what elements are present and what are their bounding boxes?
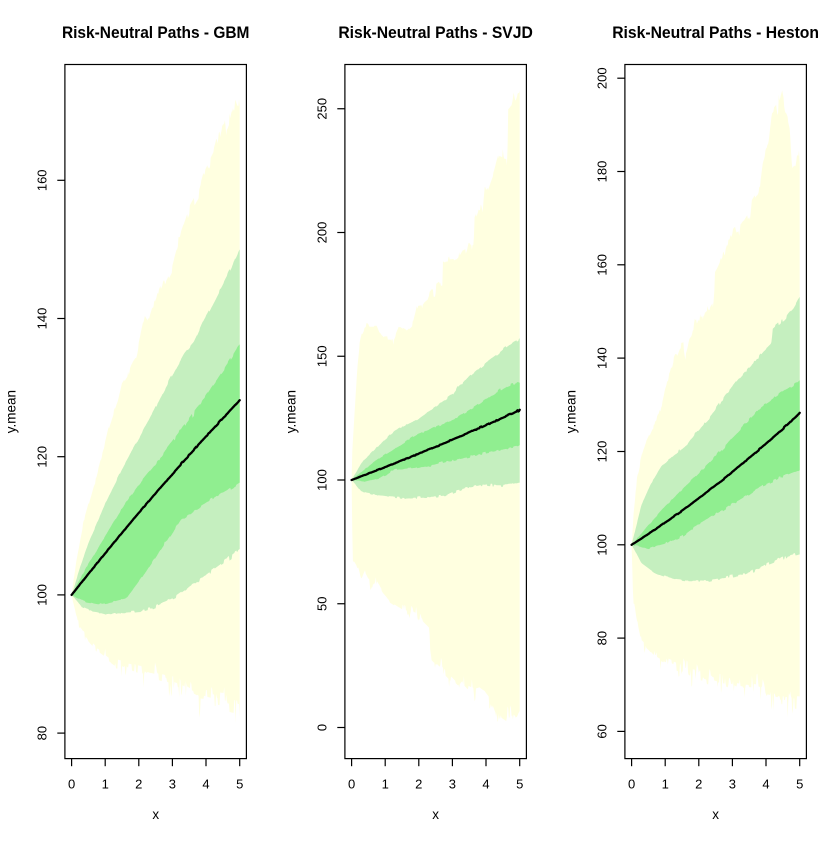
svg-text:0: 0 — [628, 777, 635, 792]
svg-text:5: 5 — [796, 777, 803, 792]
svg-text:120: 120 — [34, 446, 49, 468]
svg-text:120: 120 — [594, 441, 609, 463]
svg-text:150: 150 — [314, 345, 329, 367]
svg-text:60: 60 — [594, 724, 609, 738]
svg-text:4: 4 — [482, 777, 489, 792]
svg-text:1: 1 — [662, 777, 669, 792]
svg-text:Risk-Neutral Paths - SVJD: Risk-Neutral Paths - SVJD — [338, 24, 533, 42]
svg-text:5: 5 — [516, 777, 523, 792]
svg-text:100: 100 — [594, 534, 609, 556]
svg-text:200: 200 — [314, 222, 329, 244]
svg-text:2: 2 — [135, 777, 142, 792]
svg-text:250: 250 — [314, 98, 329, 120]
svg-text:Risk-Neutral Paths - Heston: Risk-Neutral Paths - Heston — [612, 24, 819, 42]
svg-text:x: x — [712, 807, 719, 822]
svg-text:180: 180 — [594, 161, 609, 183]
svg-text:1: 1 — [382, 777, 389, 792]
svg-text:3: 3 — [449, 777, 456, 792]
svg-text:0: 0 — [348, 777, 355, 792]
svg-text:3: 3 — [169, 777, 176, 792]
svg-text:80: 80 — [34, 726, 49, 740]
svg-text:y.mean: y.mean — [3, 390, 18, 433]
svg-text:5: 5 — [236, 777, 243, 792]
svg-text:80: 80 — [594, 631, 609, 645]
svg-text:50: 50 — [314, 597, 329, 611]
svg-text:4: 4 — [202, 777, 209, 792]
svg-text:200: 200 — [594, 67, 609, 89]
svg-text:y.mean: y.mean — [563, 390, 578, 433]
svg-text:2: 2 — [695, 777, 702, 792]
svg-text:Risk-Neutral Paths - GBM: Risk-Neutral Paths - GBM — [62, 24, 250, 42]
svg-text:140: 140 — [34, 308, 49, 330]
svg-text:0: 0 — [314, 724, 329, 731]
svg-text:1: 1 — [102, 777, 109, 792]
svg-text:100: 100 — [34, 584, 49, 606]
svg-text:100: 100 — [314, 469, 329, 491]
svg-text:160: 160 — [34, 169, 49, 191]
svg-text:140: 140 — [594, 347, 609, 369]
svg-text:2: 2 — [415, 777, 422, 792]
svg-text:x: x — [152, 807, 159, 822]
svg-text:4: 4 — [762, 777, 769, 792]
svg-text:160: 160 — [594, 254, 609, 276]
svg-text:y.mean: y.mean — [283, 390, 298, 433]
svg-text:3: 3 — [729, 777, 736, 792]
svg-text:0: 0 — [68, 777, 75, 792]
svg-text:x: x — [432, 807, 439, 822]
